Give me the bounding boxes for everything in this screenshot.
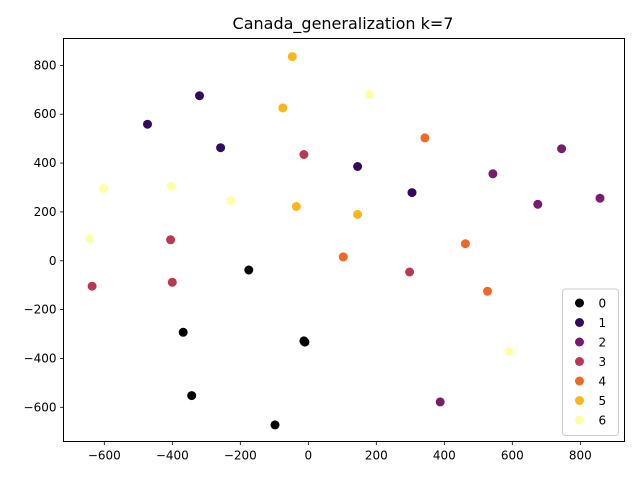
scatter-point-series-4 — [338, 252, 348, 262]
legend-marker-0 — [575, 298, 584, 308]
scatter-point-series-0 — [244, 265, 254, 275]
legend-marker-2 — [575, 337, 584, 347]
scatter-point-series-3 — [299, 150, 309, 159]
plot-frame — [63, 38, 625, 442]
scatter-point-series-6 — [98, 184, 108, 193]
scatter-point-series-1 — [216, 143, 226, 153]
legend-label-3: 3 — [599, 355, 607, 369]
scatter-point-series-6 — [85, 234, 95, 243]
scatter-point-series-5 — [278, 103, 288, 113]
scatter-point-series-3 — [167, 277, 177, 287]
legend-marker-1 — [575, 318, 584, 327]
legend-label-2: 2 — [599, 336, 607, 350]
legend-marker-6 — [575, 415, 584, 425]
scatter-point-series-2 — [595, 193, 605, 203]
scatter-point-series-1 — [407, 188, 417, 198]
legend-marker-3 — [575, 357, 584, 366]
scatter-point-series-2 — [488, 169, 498, 179]
points-layer — [85, 52, 605, 430]
x-tick-label: −200 — [224, 449, 257, 463]
legend: 0 1 2 3 4 5 6 — [562, 288, 619, 436]
x-axis: −600 −400 −200 0 200 400 600 800 — [88, 441, 592, 463]
x-tick-label: 0 — [304, 449, 312, 463]
legend-label-6: 6 — [599, 414, 607, 428]
scatter-point-series-4 — [460, 239, 470, 249]
legend-marker-4 — [575, 376, 584, 386]
y-tick-label: 600 — [34, 107, 57, 121]
scatter-point-series-1 — [143, 119, 152, 129]
x-tick-label: 600 — [501, 449, 524, 463]
scatter-point-series-6 — [365, 89, 374, 99]
scatter-point-series-2 — [435, 397, 445, 407]
legend-label-4: 4 — [599, 375, 607, 389]
legend-label-0: 0 — [599, 297, 607, 311]
scatter-point-series-3 — [405, 267, 415, 277]
scatter-point-series-5 — [291, 202, 301, 211]
y-tick-label: −600 — [24, 400, 57, 414]
chart-title: Canada_generalization k=7 — [233, 14, 454, 34]
scatter-point-series-0 — [300, 337, 310, 347]
scatter-point-series-2 — [533, 199, 543, 209]
y-axis: −600 −400 −200 0 200 400 600 800 — [24, 58, 64, 414]
y-tick-label: 200 — [34, 205, 57, 219]
scatter-point-series-6 — [504, 347, 514, 357]
scatter-point-series-0 — [187, 391, 197, 401]
scatter-point-series-1 — [195, 91, 204, 101]
scatter-point-series-5 — [353, 209, 363, 219]
legend-label-5: 5 — [599, 394, 607, 408]
y-tick-label: 800 — [34, 58, 57, 72]
legend-label-1: 1 — [599, 316, 607, 330]
scatter-point-series-1 — [353, 162, 363, 171]
y-tick-label: 400 — [34, 156, 57, 170]
scatter-point-series-5 — [287, 52, 297, 62]
scatter-point-series-4 — [420, 133, 430, 143]
legend-box — [562, 288, 619, 436]
x-tick-label: 800 — [569, 449, 592, 463]
y-tick-label: 0 — [49, 254, 57, 268]
x-tick-label: 400 — [433, 449, 456, 463]
x-tick-label: 200 — [365, 449, 388, 463]
scatter-point-series-3 — [87, 281, 97, 291]
y-tick-label: −400 — [24, 351, 57, 365]
scatter-point-series-0 — [178, 327, 188, 337]
scatter-point-series-6 — [226, 196, 236, 206]
scatter-point-series-4 — [483, 286, 492, 296]
x-tick-label: −400 — [156, 449, 189, 463]
scatter-point-series-6 — [166, 182, 176, 191]
scatter-point-series-0 — [270, 420, 280, 430]
x-tick-label: −600 — [88, 449, 121, 463]
legend-marker-5 — [575, 396, 584, 405]
scatter-point-series-2 — [557, 144, 567, 154]
scatter-point-series-3 — [166, 235, 176, 245]
y-tick-label: −200 — [24, 303, 57, 317]
